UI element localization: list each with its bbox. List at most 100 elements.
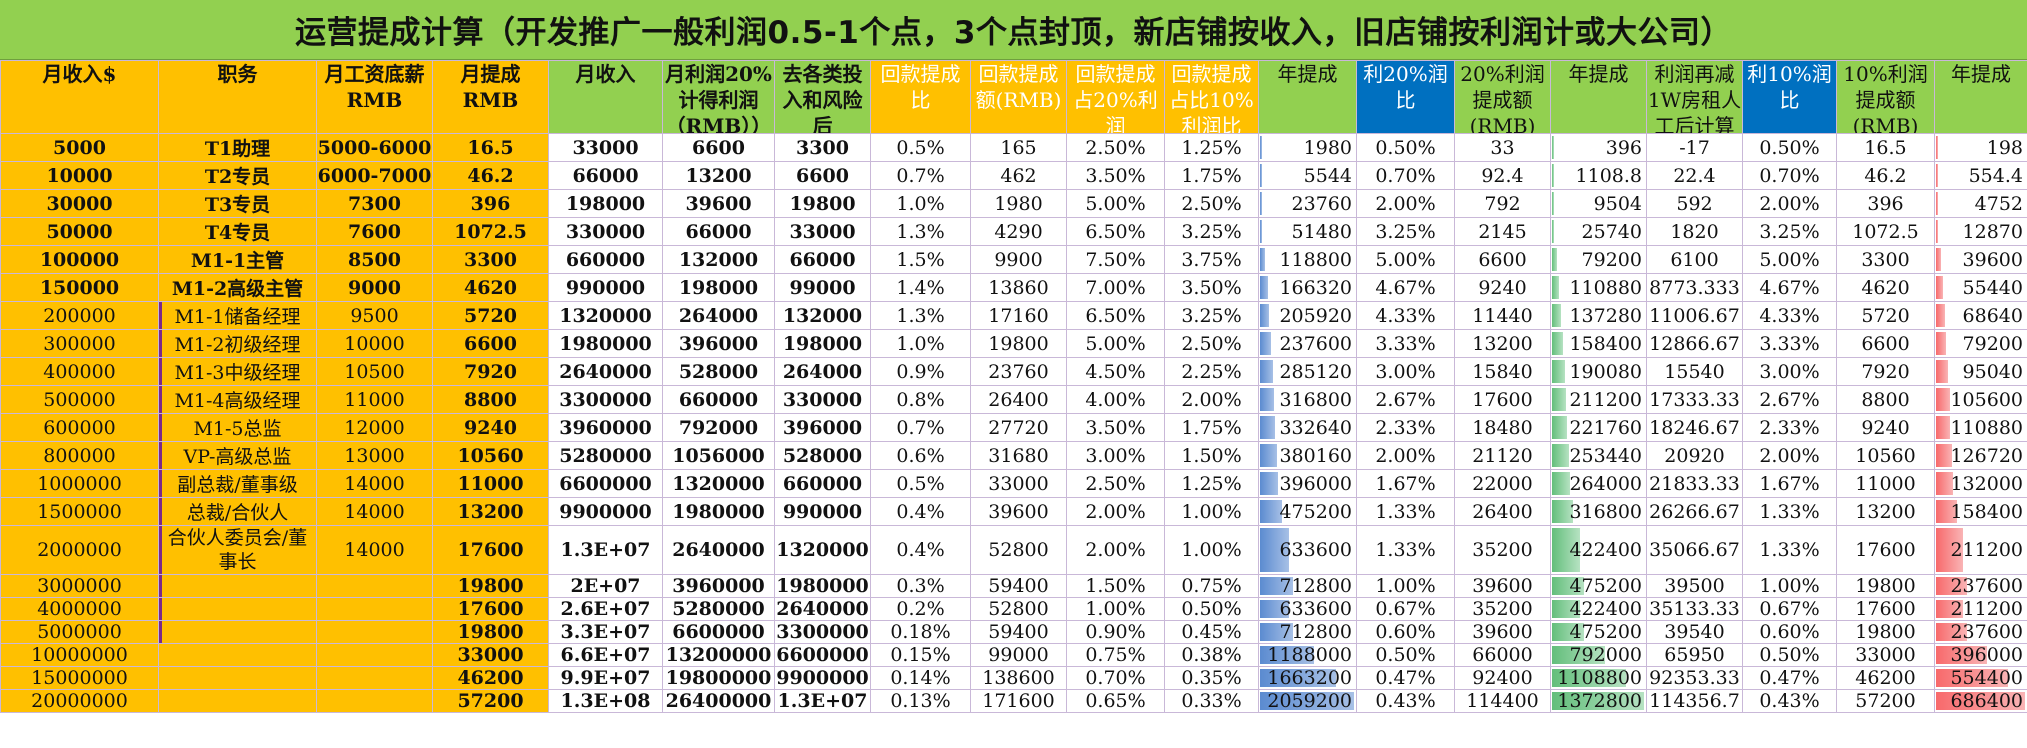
table-cell[interactable]: 686400 bbox=[1934, 689, 2027, 713]
table-cell[interactable]: 1108.8 bbox=[1550, 161, 1647, 190]
table-cell[interactable]: 1.00% bbox=[1066, 597, 1165, 621]
table-cell[interactable]: 2640000 bbox=[774, 597, 871, 621]
table-cell[interactable]: 5720 bbox=[1836, 301, 1935, 330]
table-cell[interactable]: 1.3% bbox=[870, 217, 971, 246]
table-cell[interactable]: 264000 bbox=[774, 357, 871, 386]
table-cell[interactable]: 6600000 bbox=[774, 643, 871, 667]
col-position[interactable]: 职务 bbox=[158, 60, 317, 134]
table-cell[interactable]: 4.50% bbox=[1066, 357, 1165, 386]
table-cell[interactable]: 330000 bbox=[548, 217, 663, 246]
table-cell[interactable]: 0.65% bbox=[1066, 689, 1165, 713]
col-profit-minus-rent[interactable]: 利润再减1W房租人工后计算 bbox=[1646, 60, 1743, 134]
table-cell[interactable]: 17160 bbox=[970, 301, 1067, 330]
table-cell[interactable]: -17 bbox=[1646, 133, 1743, 162]
table-cell[interactable]: 205920 bbox=[1258, 301, 1357, 330]
table-cell[interactable]: 285120 bbox=[1258, 357, 1357, 386]
table-cell[interactable]: 5.00% bbox=[1066, 189, 1165, 218]
table-cell[interactable]: 1072.5 bbox=[432, 217, 549, 246]
table-cell[interactable]: 0.15% bbox=[870, 643, 971, 667]
col-collection-10pct[interactable]: 回款提成占比10%利润比 bbox=[1164, 60, 1259, 134]
table-cell[interactable]: 17600 bbox=[1836, 597, 1935, 621]
table-cell[interactable]: 300000 bbox=[0, 329, 159, 358]
table-cell[interactable]: 1.3% bbox=[870, 301, 971, 330]
table-cell[interactable]: 59400 bbox=[970, 620, 1067, 644]
table-cell[interactable]: 35200 bbox=[1454, 525, 1551, 575]
table-cell[interactable]: 11000 bbox=[1836, 469, 1935, 498]
table-cell[interactable]: 2.00% bbox=[1356, 189, 1455, 218]
table-cell[interactable]: 11000 bbox=[316, 385, 433, 414]
table-cell[interactable]: 2640000 bbox=[548, 357, 663, 386]
table-cell[interactable]: 0.33% bbox=[1164, 689, 1259, 713]
table-cell[interactable]: 0.18% bbox=[870, 620, 971, 644]
table-cell[interactable]: 0.75% bbox=[1066, 643, 1165, 667]
table-cell[interactable]: 5.00% bbox=[1066, 329, 1165, 358]
table-cell[interactable]: 12866.67 bbox=[1646, 329, 1743, 358]
table-cell[interactable]: 1.00% bbox=[1164, 525, 1259, 575]
table-cell[interactable]: 46.2 bbox=[1836, 161, 1935, 190]
table-cell[interactable]: 0.4% bbox=[870, 497, 971, 526]
table-cell[interactable]: 16.5 bbox=[1836, 133, 1935, 162]
table-cell[interactable]: 211200 bbox=[1934, 525, 2027, 575]
table-cell[interactable] bbox=[158, 643, 317, 667]
table-cell[interactable]: 8800 bbox=[432, 385, 549, 414]
table-cell[interactable]: 1980000 bbox=[662, 497, 775, 526]
table-cell[interactable]: 66000 bbox=[1454, 643, 1551, 667]
table-cell[interactable]: 21833.33 bbox=[1646, 469, 1743, 498]
table-cell[interactable]: 3960000 bbox=[662, 574, 775, 598]
table-cell[interactable]: 14000 bbox=[316, 497, 433, 526]
table-cell[interactable]: 13200 bbox=[662, 161, 775, 190]
table-cell[interactable] bbox=[158, 689, 317, 713]
table-cell[interactable]: 3.50% bbox=[1164, 273, 1259, 302]
table-cell[interactable]: 396000 bbox=[1934, 643, 2027, 667]
table-cell[interactable]: 2.67% bbox=[1356, 385, 1455, 414]
table-cell[interactable]: 396000 bbox=[662, 329, 775, 358]
table-cell[interactable]: 118800 bbox=[1258, 245, 1357, 274]
table-cell[interactable]: 0.50% bbox=[1356, 133, 1455, 162]
table-cell[interactable]: 0.14% bbox=[870, 666, 971, 690]
table-cell[interactable]: 2.00% bbox=[1742, 189, 1837, 218]
table-cell[interactable]: 0.47% bbox=[1356, 666, 1455, 690]
table-cell[interactable]: 3000000 bbox=[0, 574, 159, 598]
col-monthly-income[interactable]: 月收入 bbox=[548, 60, 663, 134]
table-cell[interactable]: 1108800 bbox=[1550, 666, 1647, 690]
table-cell[interactable]: 6600000 bbox=[662, 620, 775, 644]
table-cell[interactable]: 66000 bbox=[662, 217, 775, 246]
table-cell[interactable] bbox=[158, 620, 317, 644]
table-cell[interactable]: 18480 bbox=[1454, 413, 1551, 442]
table-cell[interactable]: 92353.33 bbox=[1646, 666, 1743, 690]
table-cell[interactable]: 4.00% bbox=[1066, 385, 1165, 414]
table-cell[interactable]: 211200 bbox=[1934, 597, 2027, 621]
col-annual-commission-1[interactable]: 年提成 bbox=[1258, 60, 1357, 134]
table-cell[interactable]: 5.00% bbox=[1356, 245, 1455, 274]
table-cell[interactable]: 19800 bbox=[774, 189, 871, 218]
table-cell[interactable]: 4620 bbox=[1836, 273, 1935, 302]
table-cell[interactable]: 332640 bbox=[1258, 413, 1357, 442]
table-cell[interactable]: T4专员 bbox=[158, 217, 317, 246]
table-cell[interactable]: 39600 bbox=[970, 497, 1067, 526]
table-cell[interactable]: 4.67% bbox=[1742, 273, 1837, 302]
table-cell[interactable]: 9500 bbox=[316, 301, 433, 330]
table-cell[interactable]: 19800 bbox=[970, 329, 1067, 358]
table-cell[interactable]: 3.50% bbox=[1066, 413, 1165, 442]
table-cell[interactable]: 3.75% bbox=[1164, 245, 1259, 274]
table-cell[interactable]: 7.50% bbox=[1066, 245, 1165, 274]
table-cell[interactable]: 39500 bbox=[1646, 574, 1743, 598]
table-cell[interactable]: 2.50% bbox=[1164, 189, 1259, 218]
table-cell[interactable]: 100000 bbox=[0, 245, 159, 274]
table-cell[interactable]: 2.33% bbox=[1742, 413, 1837, 442]
table-cell[interactable]: M1-2初级经理 bbox=[158, 329, 317, 358]
table-cell[interactable]: 22.4 bbox=[1646, 161, 1743, 190]
table-cell[interactable]: 15840 bbox=[1454, 357, 1551, 386]
table-cell[interactable]: 330000 bbox=[774, 385, 871, 414]
table-cell[interactable]: 10000000 bbox=[0, 643, 159, 667]
table-cell[interactable]: 39600 bbox=[1454, 620, 1551, 644]
table-cell[interactable]: 990000 bbox=[548, 273, 663, 302]
table-cell[interactable]: 46.2 bbox=[432, 161, 549, 190]
table-cell[interactable]: 1.75% bbox=[1164, 413, 1259, 442]
table-cell[interactable]: 3.33% bbox=[1742, 329, 1837, 358]
table-cell[interactable] bbox=[158, 597, 317, 621]
table-cell[interactable] bbox=[316, 643, 433, 667]
table-cell[interactable]: 1980000 bbox=[548, 329, 663, 358]
table-cell[interactable]: 26400 bbox=[970, 385, 1067, 414]
table-cell[interactable]: 13200 bbox=[1454, 329, 1551, 358]
